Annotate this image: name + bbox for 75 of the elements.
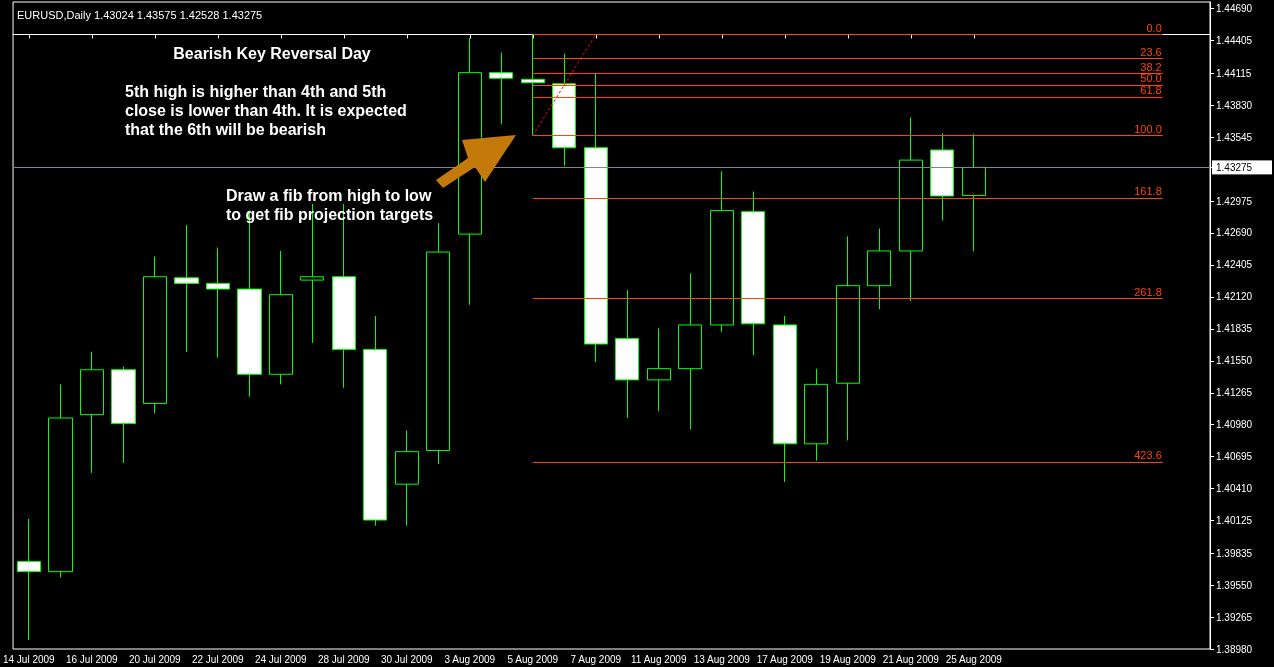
candlestick: [647, 327, 671, 412]
candlestick: [143, 256, 167, 415]
y-tick-label: 1.42405: [1216, 259, 1253, 271]
y-tick-label: 1.40125: [1216, 515, 1253, 527]
x-tick-label: 20 Jul 2009: [128, 653, 182, 665]
y-tick-label: 1.41265: [1216, 387, 1253, 399]
candlestick: [584, 73, 608, 363]
x-tick-label: 5 Aug 2009: [507, 653, 559, 665]
x-tick-label: 28 Jul 2009: [317, 653, 371, 665]
x-tick-label: 16 Jul 2009: [65, 653, 119, 665]
x-tick-label: 14 Jul 2009: [2, 653, 56, 665]
y-tick-label: 1.40980: [1216, 419, 1253, 431]
ref-line-label: 423.6: [1134, 449, 1162, 462]
candlestick: [678, 272, 702, 430]
candlestick: [48, 383, 73, 578]
candlestick: [395, 429, 419, 527]
candlestick: [363, 315, 387, 527]
y-tick-label: 1.44115: [1216, 67, 1252, 79]
candlestick: [269, 250, 293, 385]
y-tick-label: 1.42975: [1216, 195, 1253, 207]
y-tick-label: 1.42120: [1216, 291, 1253, 303]
candlestick: [804, 368, 828, 462]
ref-line-label: 0.0: [1146, 22, 1162, 34]
candlestick: [489, 51, 513, 125]
y-tick-label: 1.39550: [1216, 579, 1253, 591]
candlestick: [836, 235, 860, 441]
candlestick: [552, 53, 576, 167]
x-tick-label: 30 Jul 2009: [380, 653, 434, 665]
annotation: 5th high is higher than 4th and 5th close is lower than 4th. It is expected that the 6th will be bearish: [125, 83, 412, 138]
x-tick-label: 17 Aug 2009: [756, 653, 814, 665]
x-tick-label: 25 Aug 2009: [945, 653, 1003, 665]
candlestick: [962, 133, 986, 252]
candlestick: [17, 518, 41, 641]
text: EURUSD,Daily 1.43024 1.43575 1.42528 1.43275: [17, 8, 263, 21]
candlestick: [773, 315, 797, 483]
y-tick-label: 1.44690: [1216, 3, 1253, 15]
y-tick-label: 1.44405: [1216, 35, 1253, 47]
candlestick: [899, 117, 923, 302]
y-tick-label: 1.38980: [1216, 643, 1253, 655]
y-tick-label: 1.39265: [1216, 611, 1253, 623]
x-tick-label: 13 Aug 2009: [693, 653, 751, 665]
ref-line-label: 61.8: [1140, 84, 1162, 97]
annotation: Bearish Key Reversal Day: [173, 45, 371, 62]
y-tick-label: 1.43275: [1216, 161, 1253, 173]
ref-line-label: 100.0: [1134, 122, 1162, 135]
candlestick: [615, 289, 639, 419]
x-tick-label: 19 Aug 2009: [819, 653, 877, 665]
x-tick-label: 24 Jul 2009: [254, 653, 308, 665]
candlestick: [426, 222, 450, 465]
y-tick-label: 1.41550: [1216, 355, 1253, 367]
y-tick-label: 1.43545: [1216, 131, 1253, 143]
x-tick-label: 3 Aug 2009: [444, 653, 496, 665]
candlestick: [206, 247, 230, 358]
ref-line-label: 261.8: [1134, 286, 1162, 299]
y-tick-label: 1.40410: [1216, 483, 1253, 495]
x-tick-label: 22 Jul 2009: [191, 653, 245, 665]
x-tick-label: 11 Aug 2009: [631, 653, 687, 665]
x-tick-label: 21 Aug 2009: [882, 653, 940, 665]
y-tick-label: 1.41835: [1216, 323, 1253, 335]
candlestick: [710, 170, 734, 333]
candlestick: [741, 191, 765, 356]
candlestick: [867, 228, 891, 310]
ref-line-label: 38.2: [1140, 60, 1162, 73]
candlestick: [80, 351, 104, 474]
y-tick-label: 1.40695: [1216, 451, 1253, 463]
y-tick-label: 1.39835: [1216, 547, 1253, 559]
ref-line-label: 23.6: [1140, 45, 1162, 58]
ref-line-label: 161.8: [1134, 185, 1162, 198]
candlestick: [174, 224, 199, 353]
y-tick-label: 1.42690: [1216, 227, 1253, 239]
candlestick: [930, 132, 954, 222]
candlestick: [111, 365, 136, 464]
x-tick-label: 7 Aug 2009: [570, 653, 622, 665]
y-tick-label: 1.43830: [1216, 99, 1253, 111]
ref-line-label: 50.0: [1140, 72, 1162, 85]
